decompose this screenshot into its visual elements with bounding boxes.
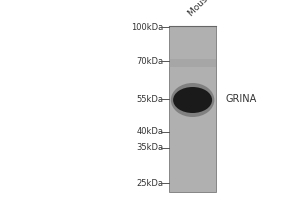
Text: 35kDa: 35kDa [136,144,164,152]
Text: Mouse pancreas: Mouse pancreas [186,0,244,18]
Text: 40kDa: 40kDa [136,128,164,136]
Text: 70kDa: 70kDa [136,56,164,66]
Ellipse shape [171,83,214,117]
Text: 100kDa: 100kDa [131,22,164,31]
Text: 25kDa: 25kDa [136,178,164,188]
Ellipse shape [173,87,212,113]
Bar [169,59,216,67]
Bar [169,26,216,192]
Text: 55kDa: 55kDa [136,95,164,104]
Text: GRINA: GRINA [225,94,256,104]
